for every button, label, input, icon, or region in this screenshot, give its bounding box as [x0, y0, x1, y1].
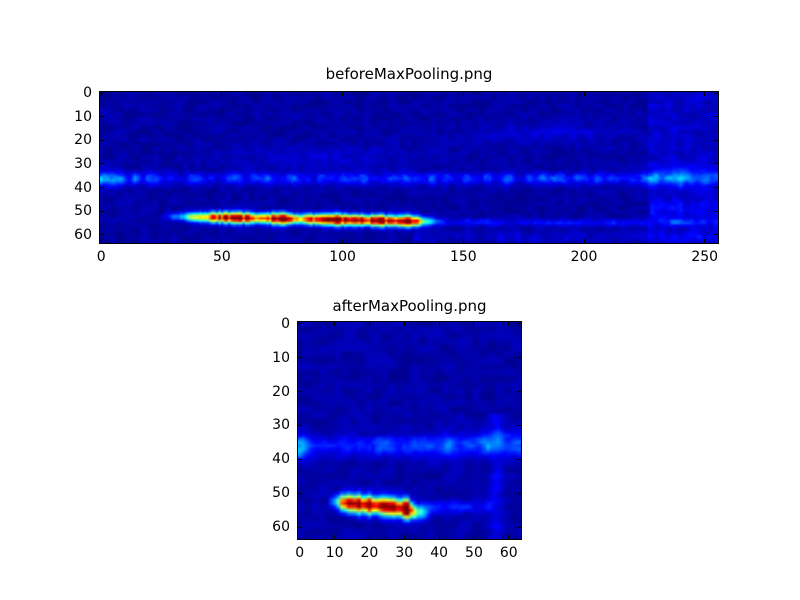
x-tick-label: 0 — [295, 545, 305, 561]
x-tick-top — [403, 322, 405, 326]
x-tick-top — [221, 92, 223, 96]
x-tick — [403, 535, 405, 539]
x-tick — [368, 535, 370, 539]
y-tick — [100, 210, 104, 212]
y-tick-label: 50 — [272, 485, 290, 502]
x-tick-top — [100, 92, 102, 96]
y-tick-right — [517, 357, 521, 359]
y-tick-label: 0 — [281, 315, 290, 332]
y-tick-label: 20 — [272, 383, 290, 400]
y-tick-label: 30 — [74, 155, 92, 172]
x-tick — [462, 239, 464, 243]
y-tick — [100, 116, 104, 118]
y-tick-label: 60 — [272, 519, 290, 536]
after-plot-title: afterMaxPooling.png — [332, 297, 487, 315]
after-plot-axes: 0 10 20 30 40 50 60 0 10 20 30 40 50 60 — [272, 316, 522, 561]
x-tick-label: 250 — [691, 249, 719, 265]
x-tick — [473, 535, 475, 539]
y-tick-right — [517, 458, 521, 460]
y-tick — [298, 323, 302, 325]
x-tick — [438, 535, 440, 539]
y-tick — [100, 92, 104, 94]
x-tick-top — [368, 322, 370, 326]
x-tick — [299, 535, 301, 539]
y-tick — [100, 163, 104, 165]
y-tick — [100, 234, 104, 236]
x-tick-label: 0 — [96, 249, 106, 265]
x-tick-label: 50 — [212, 249, 231, 265]
y-tick-right — [714, 210, 718, 212]
y-tick — [298, 424, 302, 426]
x-tick-top — [583, 92, 585, 96]
x-tick-top — [473, 322, 475, 326]
x-tick — [508, 535, 510, 539]
y-tick-right — [517, 323, 521, 325]
y-tick-label: 10 — [272, 349, 290, 366]
y-tick-label: 40 — [74, 179, 92, 196]
y-tick-label: 30 — [272, 417, 290, 434]
x-tick-top — [334, 322, 336, 326]
x-tick-label: 60 — [499, 545, 518, 561]
y-tick — [298, 526, 302, 528]
x-tick-top — [462, 92, 464, 96]
y-tick-right — [714, 139, 718, 141]
before-plot-axes: 0 50 100 150 200 250 0 10 20 30 40 50 60 — [74, 85, 719, 265]
x-tick-top — [508, 322, 510, 326]
y-tick-right — [714, 116, 718, 118]
y-tick-label: 50 — [74, 203, 92, 220]
x-tick — [100, 239, 102, 243]
y-tick-right — [517, 526, 521, 528]
x-tick-top — [342, 92, 344, 96]
y-tick — [298, 391, 302, 392]
x-tick-label: 50 — [465, 545, 483, 561]
before-plot-title: beforeMaxPooling.png — [325, 65, 493, 83]
x-tick-label: 30 — [395, 545, 414, 561]
y-tick-right — [517, 424, 521, 426]
x-tick-label: 20 — [360, 545, 379, 561]
x-tick-label: 10 — [325, 545, 344, 561]
y-tick-label: 20 — [74, 132, 92, 149]
x-tick-label: 150 — [449, 249, 477, 265]
x-tick-top — [704, 92, 706, 96]
y-tick-right — [517, 492, 521, 494]
y-tick-right — [714, 92, 718, 94]
x-tick — [342, 239, 344, 243]
y-tick-right — [517, 391, 521, 392]
y-tick — [298, 357, 302, 359]
x-tick-label: 100 — [329, 249, 356, 265]
x-tick-label: 40 — [430, 545, 449, 561]
y-tick-label: 40 — [272, 451, 290, 468]
y-tick-label: 10 — [74, 108, 92, 125]
y-tick-right — [714, 163, 718, 165]
y-tick-right — [714, 234, 718, 236]
x-tick — [704, 239, 706, 243]
x-tick — [334, 535, 336, 539]
x-tick — [221, 239, 223, 243]
after-heatmap-image — [298, 322, 521, 539]
x-tick-top — [438, 322, 440, 326]
x-tick — [583, 239, 585, 243]
x-tick-label: 200 — [570, 249, 598, 265]
y-tick — [100, 139, 104, 141]
y-tick — [298, 458, 302, 460]
y-tick-label: 0 — [83, 85, 92, 102]
before-heatmap-image — [100, 92, 718, 243]
y-tick-right — [714, 187, 718, 189]
y-tick-label: 60 — [74, 226, 92, 243]
y-tick — [100, 187, 104, 189]
y-tick — [298, 492, 302, 494]
